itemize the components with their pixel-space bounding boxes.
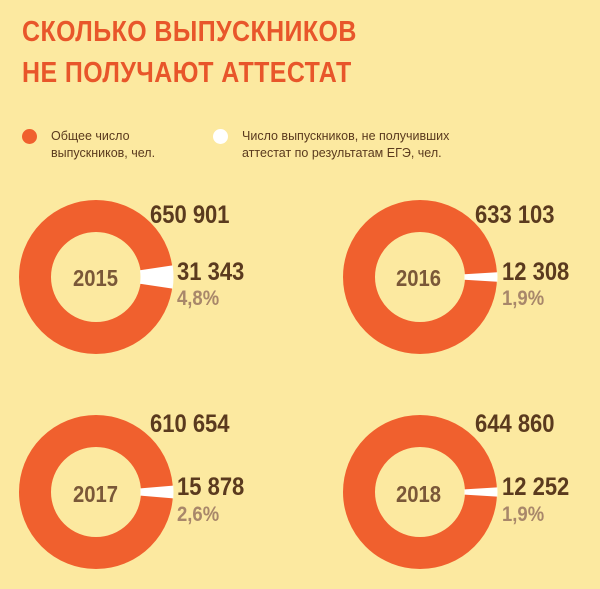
legend-dot-total (22, 129, 37, 144)
pct-value-2015: 4,8% (177, 287, 220, 310)
pct-value-2018: 1,9% (502, 503, 545, 526)
failed-value-2017: 15 878 (177, 473, 245, 501)
year-label-2017: 2017 (73, 481, 119, 507)
pct-value-2016: 1,9% (502, 287, 545, 310)
legend-item-total: Общее число выпускников, чел. (22, 128, 155, 162)
failed-value-2018: 12 252 (502, 473, 570, 501)
year-label-2018: 2018 (396, 481, 442, 507)
failed-value-2016: 12 308 (502, 258, 570, 286)
legend-label-failed: Число выпускников, не получивших аттеста… (242, 129, 450, 160)
failed-value-2015: 31 343 (177, 258, 245, 286)
donut-failed-slice-2015 (139, 265, 174, 289)
total-value-2015: 650 901 (150, 201, 230, 229)
page-title: СКОЛЬКО ВЫПУСКНИКОВ НЕ ПОЛУЧАЮТ АТТЕСТАТ (22, 12, 357, 94)
legend-dot-failed (213, 129, 228, 144)
pct-value-2017: 2,6% (177, 503, 220, 526)
legend-item-failed: Число выпускников, не получивших аттеста… (213, 128, 449, 162)
total-value-2016: 633 103 (475, 201, 555, 229)
year-label-2016: 2016 (396, 265, 442, 291)
title-line-2: НЕ ПОЛУЧАЮТ АТТЕСТАТ (22, 57, 352, 89)
year-label-2015: 2015 (73, 265, 119, 291)
total-value-2018: 644 860 (475, 410, 555, 438)
total-value-2017: 610 654 (150, 410, 230, 438)
title-line-1: СКОЛЬКО ВЫПУСКНИКОВ (22, 16, 357, 48)
legend-label-total: Общее число выпускников, чел. (51, 129, 156, 160)
